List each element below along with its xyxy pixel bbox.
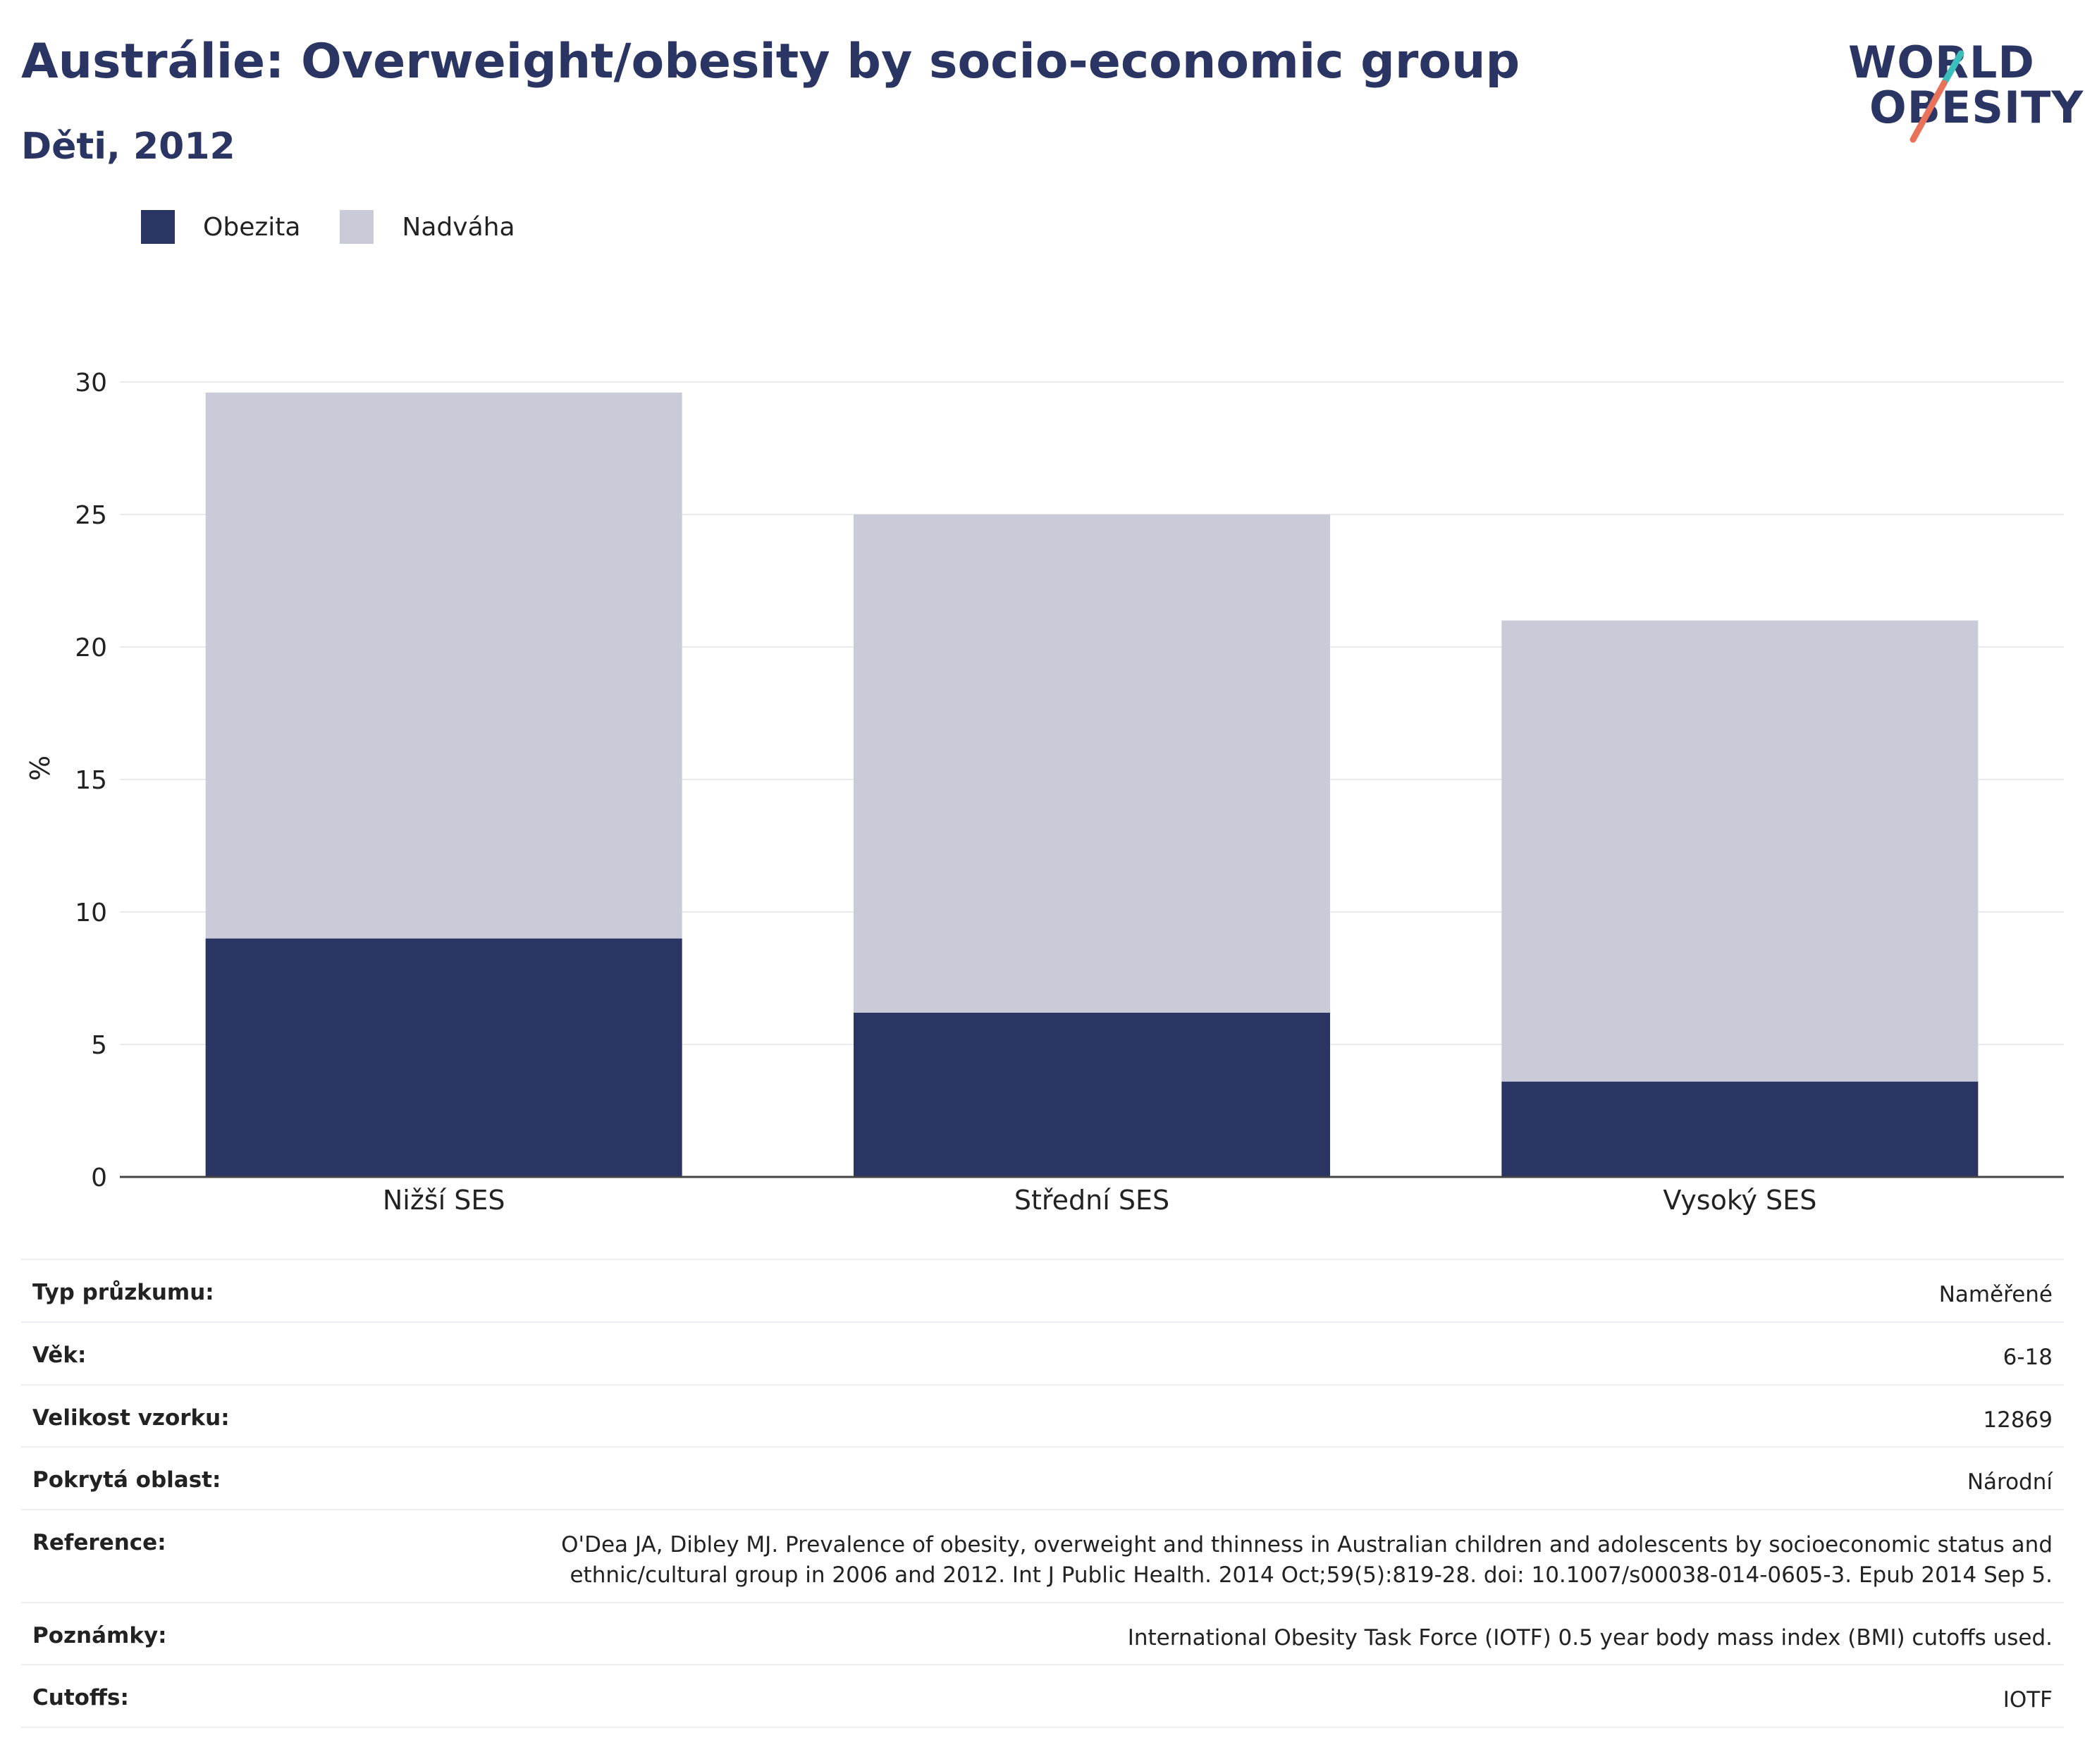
bar-obezita: [854, 1012, 1330, 1177]
legend-label-nadvaha: Nadváha: [402, 212, 515, 242]
legend-item-obezita: Obezita: [141, 210, 300, 244]
y-tick-label: 25: [75, 501, 107, 530]
details-row: Pokrytá oblast: Národní: [21, 1448, 2064, 1511]
x-tick-label: Střední SES: [1014, 1185, 1169, 1216]
details-row: Reference: O'Dea JA, Dibley MJ. Prevalenc…: [21, 1510, 2064, 1603]
y-tick-label: 15: [75, 766, 107, 795]
bar-chart: 0 5 10 15 20 25 30% Nižší SES Střední SES Vysoký …: [25, 369, 2064, 1216]
details-label: Poznámky:: [32, 1622, 167, 1648]
y-tick-label: 20: [75, 634, 107, 662]
bar-obezita: [205, 938, 682, 1177]
details-value: 6-18: [2003, 1344, 2053, 1370]
logo-slash-teal: [1941, 50, 1964, 87]
details-label: Cutoffs:: [32, 1685, 129, 1711]
details-value: Národní: [1967, 1469, 2053, 1495]
y-tick-label: 5: [91, 1031, 107, 1060]
logo-line-2: OBESITY: [1869, 82, 2084, 133]
legend-swatch-nadvaha: [340, 210, 374, 244]
bar-nadvaha: [854, 514, 1330, 1013]
world-obesity-logo: WORLD OBESITY: [1840, 28, 2083, 148]
details-row: Typ průzkumu: Naměřené: [21, 1260, 2064, 1323]
x-tick-label: Nižší SES: [383, 1185, 505, 1216]
logo-slash-coral: [1909, 80, 1948, 143]
details-label: Typ průzkumu:: [32, 1280, 214, 1305]
details-row: Velikost vzorku: 12869: [21, 1386, 2064, 1448]
details-row: Poznámky: International Obesity Task Forc…: [21, 1603, 2064, 1666]
details-label: Pokrytá oblast:: [32, 1467, 221, 1493]
details-value: 12869: [1983, 1407, 2053, 1433]
details-value: IOTF: [2003, 1687, 2053, 1713]
y-tick-label: 0: [91, 1164, 107, 1192]
chart-legend: Obezita Nadváha: [141, 210, 555, 244]
chart-title: Austrálie: Overweight/obesity by socio-e…: [21, 34, 1520, 90]
details-label: Reference:: [32, 1530, 166, 1556]
details-label: Věk:: [32, 1342, 87, 1368]
bar-obezita: [1501, 1081, 1979, 1177]
logo-slash-icon: [1909, 50, 1964, 143]
y-tick-label: 10: [75, 899, 107, 927]
details-value: Naměřené: [1938, 1282, 2053, 1307]
details-value: O'Dea JA, Dibley MJ. Prevalence of obesi…: [561, 1532, 2053, 1588]
details-table: Typ průzkumu: Naměřené Věk: 6-18 Velikost vz…: [21, 1259, 2064, 1729]
details-row: Věk: 6-18: [21, 1323, 2064, 1386]
bar-nadvaha: [205, 393, 682, 939]
details-value: International Obesity Task Force (IOTF) …: [1127, 1624, 2053, 1651]
details-row: Cutoffs: IOTF: [21, 1665, 2064, 1729]
details-label: Velikost vzorku:: [32, 1405, 230, 1431]
x-tick-label: Vysoký SES: [1663, 1185, 1816, 1216]
y-tick-label: 30: [75, 369, 107, 397]
bar-nadvaha: [1501, 620, 1979, 1082]
logo-line-1: WORLD: [1848, 37, 2035, 88]
y-axis-label: %: [25, 755, 56, 781]
legend-item-nadvaha: Nadváha: [340, 210, 515, 244]
chart-subtitle: Děti, 2012: [21, 125, 235, 168]
legend-swatch-obezita: [141, 210, 175, 244]
legend-label-obezita: Obezita: [203, 212, 301, 242]
